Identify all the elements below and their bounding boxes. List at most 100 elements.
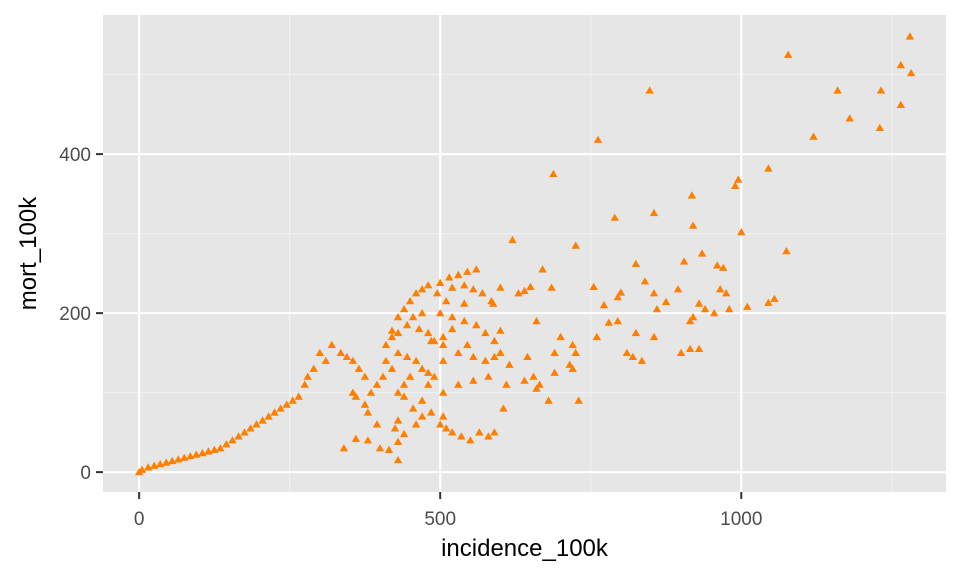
- x-tick-label: 1000: [720, 509, 762, 530]
- data-point: [532, 316, 541, 325]
- data-point: [469, 352, 478, 360]
- y-tick-label: 400: [59, 145, 91, 166]
- data-point: [631, 328, 641, 337]
- data-point: [484, 372, 493, 380]
- data-point: [439, 356, 448, 364]
- data-point: [722, 289, 731, 297]
- data-point: [613, 316, 622, 325]
- data-point: [457, 432, 466, 440]
- data-point: [276, 404, 285, 412]
- data-point: [694, 344, 704, 352]
- data-point: [466, 436, 475, 444]
- data-point: [454, 380, 463, 388]
- data-point: [649, 208, 659, 217]
- data-point: [725, 305, 734, 313]
- data-point: [424, 328, 433, 337]
- data-point: [502, 380, 511, 388]
- data-point: [604, 318, 613, 326]
- data-point: [354, 364, 364, 372]
- data-point: [192, 450, 201, 458]
- data-point: [490, 336, 499, 345]
- x-tick-label: 0: [134, 509, 145, 530]
- data-point: [568, 364, 577, 372]
- data-point: [645, 86, 654, 94]
- data-point: [378, 372, 388, 380]
- data-point: [393, 456, 403, 464]
- data-point: [694, 299, 704, 307]
- data-point: [390, 424, 400, 432]
- data-point: [571, 348, 580, 356]
- y-axis-ticks: 0 200 400: [59, 145, 103, 484]
- data-point: [743, 302, 752, 310]
- data-point: [342, 352, 352, 360]
- data-point: [550, 348, 559, 356]
- plot-panel: [103, 15, 946, 492]
- data-point: [303, 372, 312, 380]
- data-point: [487, 297, 496, 305]
- data-point: [685, 316, 695, 325]
- data-point: [216, 444, 225, 452]
- data-point: [348, 388, 358, 396]
- data-point: [393, 416, 403, 424]
- data-point: [442, 297, 451, 305]
- data-point: [713, 261, 722, 269]
- data-point: [764, 164, 773, 172]
- data-point: [381, 356, 391, 364]
- data-point: [481, 328, 490, 337]
- data-point: [571, 241, 580, 249]
- x-axis-title: incidence_100k: [441, 535, 609, 562]
- data-point: [599, 301, 609, 309]
- data-point: [710, 309, 719, 317]
- data-point: [430, 336, 439, 345]
- data-point: [734, 175, 743, 183]
- data-point: [529, 372, 538, 380]
- data-point: [399, 429, 409, 438]
- data-point: [402, 352, 412, 360]
- data-point: [697, 249, 707, 257]
- data-point: [463, 340, 472, 348]
- data-point: [490, 428, 499, 436]
- data-point: [481, 356, 490, 364]
- data-point: [417, 309, 427, 317]
- data-point: [186, 452, 195, 460]
- data-point: [198, 448, 207, 457]
- data-point: [688, 221, 698, 229]
- data-point: [508, 235, 517, 244]
- data-point: [427, 408, 436, 416]
- data-point: [906, 68, 916, 77]
- y-axis-title: mort_100k: [15, 196, 42, 310]
- data-point: [402, 320, 412, 329]
- data-point: [234, 432, 243, 440]
- data-point: [399, 305, 409, 313]
- data-point: [327, 340, 336, 348]
- minor-gridlines: [103, 15, 946, 492]
- data-point: [679, 257, 689, 265]
- data-point: [475, 428, 484, 436]
- data-point: [424, 380, 433, 388]
- data-point: [315, 348, 324, 356]
- data-point: [685, 344, 695, 352]
- data-point: [408, 404, 418, 412]
- data-points: [134, 32, 916, 476]
- data-point: [442, 424, 451, 432]
- data-point: [496, 326, 505, 334]
- data-point: [448, 324, 457, 333]
- data-point: [433, 289, 442, 297]
- data-point: [737, 227, 746, 236]
- data-point: [448, 312, 457, 321]
- data-point: [544, 396, 553, 404]
- data-point: [372, 420, 382, 428]
- y-tick-label: 0: [80, 463, 91, 484]
- data-point: [631, 259, 641, 267]
- data-point: [613, 293, 622, 301]
- data-point: [417, 412, 427, 420]
- data-point: [414, 324, 424, 333]
- data-point: [896, 60, 905, 69]
- data-point: [204, 447, 213, 455]
- data-point: [700, 305, 710, 313]
- data-point: [905, 32, 915, 40]
- data-point: [393, 388, 403, 396]
- data-point: [405, 297, 415, 305]
- data-point: [628, 352, 638, 360]
